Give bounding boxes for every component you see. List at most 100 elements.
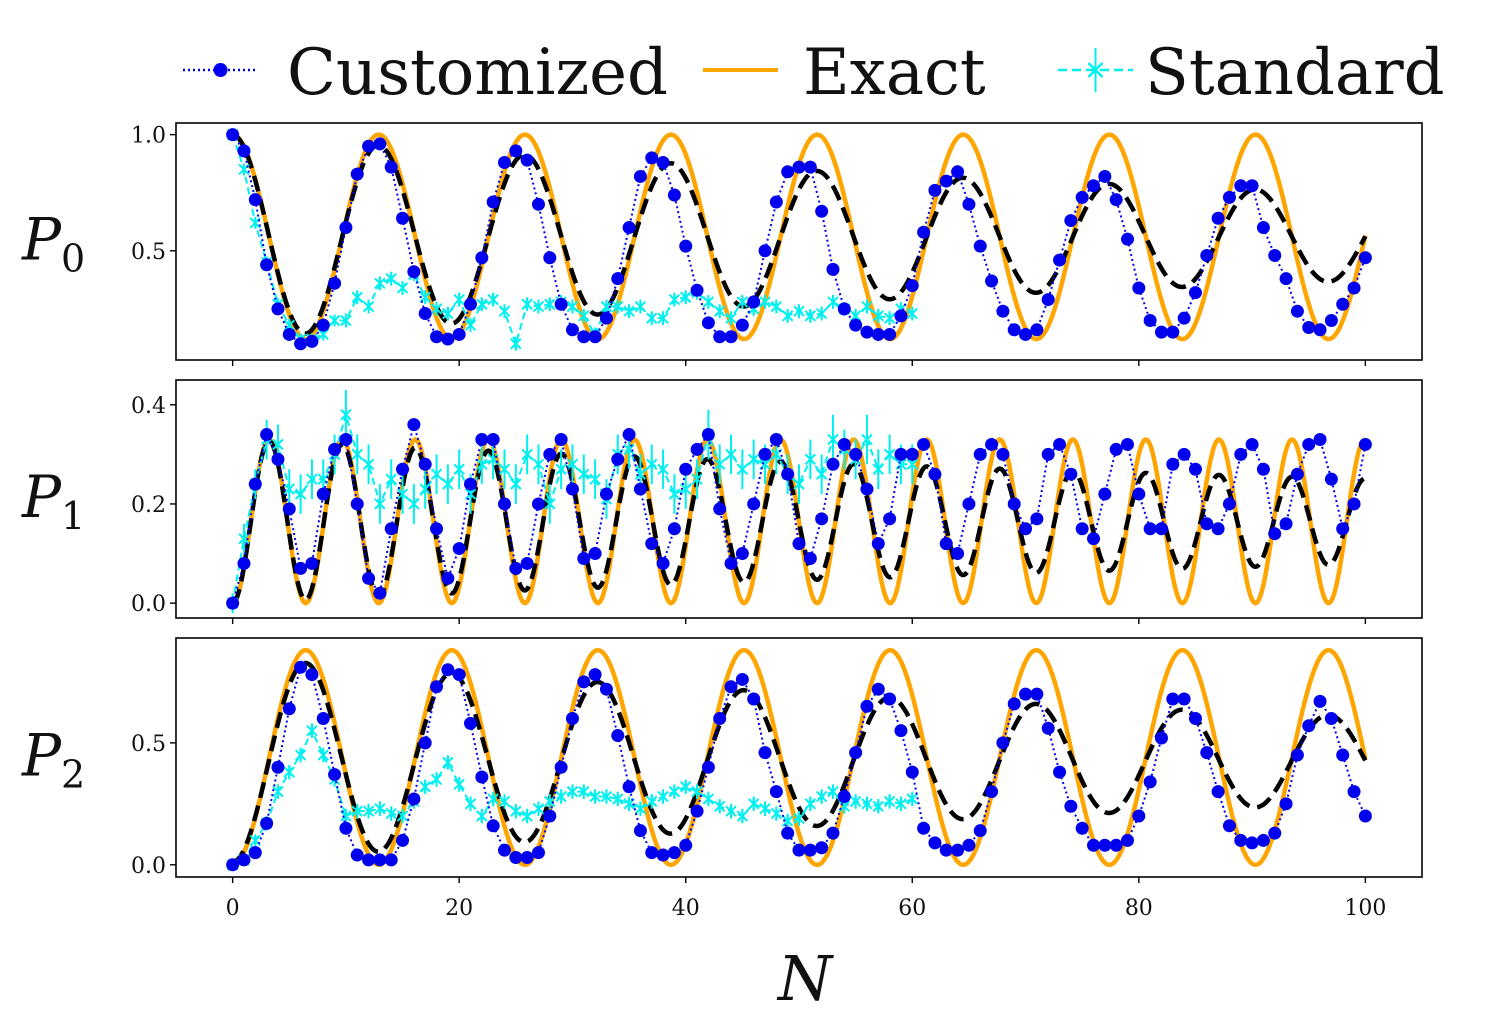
customized-point xyxy=(815,512,829,526)
customized-point xyxy=(645,151,659,165)
customized-point xyxy=(1336,297,1350,311)
standard-point xyxy=(725,805,737,818)
standard-point xyxy=(861,433,873,446)
customized-point xyxy=(1324,472,1338,486)
customized-point xyxy=(1313,323,1327,337)
standard-point xyxy=(328,314,341,327)
legend-label-exact: Exact xyxy=(803,36,986,110)
customized-point xyxy=(1154,522,1168,536)
customized-point xyxy=(679,462,693,476)
customized-point xyxy=(248,846,262,860)
standard-point xyxy=(646,795,658,808)
customized-point xyxy=(701,428,715,442)
customized-point xyxy=(837,302,851,316)
customized-point xyxy=(1290,304,1304,318)
customized-point xyxy=(1132,487,1146,501)
customized-point xyxy=(905,447,919,461)
standard-point xyxy=(419,483,431,496)
customized-point xyxy=(1132,281,1146,295)
customized-point xyxy=(226,596,240,610)
customized-point xyxy=(1120,232,1134,246)
legend-label-customized: Customized xyxy=(287,36,668,110)
customized-point xyxy=(815,204,829,218)
customized-point xyxy=(1358,251,1372,265)
customized-point xyxy=(1222,497,1236,511)
standard-point xyxy=(725,312,737,325)
standard-point xyxy=(680,780,692,793)
standard-point xyxy=(362,458,375,471)
customized-point xyxy=(475,251,489,265)
fit-line-2 xyxy=(232,660,1368,865)
customized-line-2 xyxy=(232,665,1367,866)
customized-point xyxy=(1064,467,1078,481)
customized-point xyxy=(464,477,478,491)
standard-point xyxy=(747,797,760,810)
customized-point xyxy=(1075,821,1089,835)
customized-point xyxy=(894,724,908,738)
fit-line-0 xyxy=(232,132,1368,336)
standard-point xyxy=(294,749,307,762)
customized-point xyxy=(996,304,1010,318)
customized-point xyxy=(951,547,965,561)
customized-point xyxy=(962,497,976,511)
customized-point xyxy=(1120,833,1134,847)
standard-point xyxy=(634,802,647,815)
standard-point xyxy=(861,300,873,313)
customized-point xyxy=(305,668,319,682)
customized-point xyxy=(679,838,693,852)
standard-point xyxy=(668,293,681,306)
standard-point xyxy=(351,805,363,818)
customized-point xyxy=(849,447,863,461)
customized-point xyxy=(939,843,953,857)
plot-area-2 xyxy=(226,647,1372,872)
standard-point xyxy=(419,291,431,304)
standard-point xyxy=(827,295,839,308)
customized-point xyxy=(441,663,455,677)
customized-point xyxy=(226,858,240,872)
customized-point xyxy=(1256,833,1270,847)
customized-point xyxy=(1324,314,1338,327)
standard-point xyxy=(566,458,579,471)
customized-point xyxy=(951,843,965,857)
y-axis-label-main: P xyxy=(21,463,62,531)
customized-point xyxy=(373,586,387,600)
customized-point xyxy=(667,188,681,202)
customized-point xyxy=(701,316,715,330)
standard-point xyxy=(510,337,522,350)
customized-point xyxy=(1064,799,1078,813)
standard-point xyxy=(272,785,284,798)
customized-point xyxy=(1222,819,1236,833)
customized-point xyxy=(837,437,851,451)
standard-point xyxy=(612,792,624,805)
standard-point xyxy=(385,807,397,820)
customized-point xyxy=(1109,193,1123,207)
standard-point xyxy=(555,790,567,803)
customized-point xyxy=(1234,179,1248,193)
customized-point xyxy=(996,447,1010,461)
y-tick-label: 0.2 xyxy=(131,493,166,518)
customized-point xyxy=(237,853,251,867)
customized-point xyxy=(1030,323,1044,337)
standard-point xyxy=(578,468,590,481)
y-axis-label-subscript: 1 xyxy=(61,494,85,538)
customized-point xyxy=(1336,748,1350,762)
plot-area-1 xyxy=(226,389,1372,614)
customized-point xyxy=(883,692,897,706)
customized-point xyxy=(396,833,410,847)
standard-point xyxy=(238,163,250,176)
customized-point xyxy=(758,244,772,258)
standard-point xyxy=(498,463,511,476)
customized-point xyxy=(996,736,1010,750)
standard-point xyxy=(623,443,635,456)
customized-point xyxy=(883,512,897,526)
customized-point xyxy=(565,482,579,496)
standard-point xyxy=(498,305,511,318)
customized-point xyxy=(792,843,806,857)
standard-point xyxy=(521,298,533,311)
standard-point xyxy=(453,293,465,306)
standard-point xyxy=(600,790,613,803)
standard-point xyxy=(476,458,488,471)
customized-point xyxy=(633,824,647,838)
customized-point xyxy=(294,561,308,575)
